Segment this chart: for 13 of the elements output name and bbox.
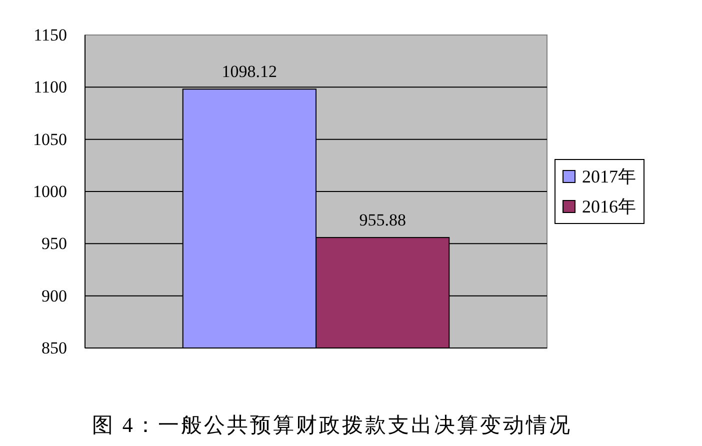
legend-label: 2016年 [582, 196, 636, 216]
ytick-label: 1150 [34, 26, 67, 44]
ytick-label: 850 [42, 338, 67, 358]
ytick-label: 1050 [33, 130, 67, 149]
ytick-label: 1100 [34, 78, 67, 97]
data-label: 1098.12 [222, 62, 278, 82]
legend-label: 2017年 [582, 166, 636, 186]
ytick-label: 900 [42, 286, 67, 306]
data-label: 955.88 [359, 210, 406, 230]
ytick-label: 950 [42, 234, 67, 254]
legend: 2017年 2016年 [554, 159, 644, 224]
title: 图 4：一般公共预算财政拨款支出决算变动情况 [92, 413, 572, 437]
ytick-label: 1000 [33, 182, 67, 201]
